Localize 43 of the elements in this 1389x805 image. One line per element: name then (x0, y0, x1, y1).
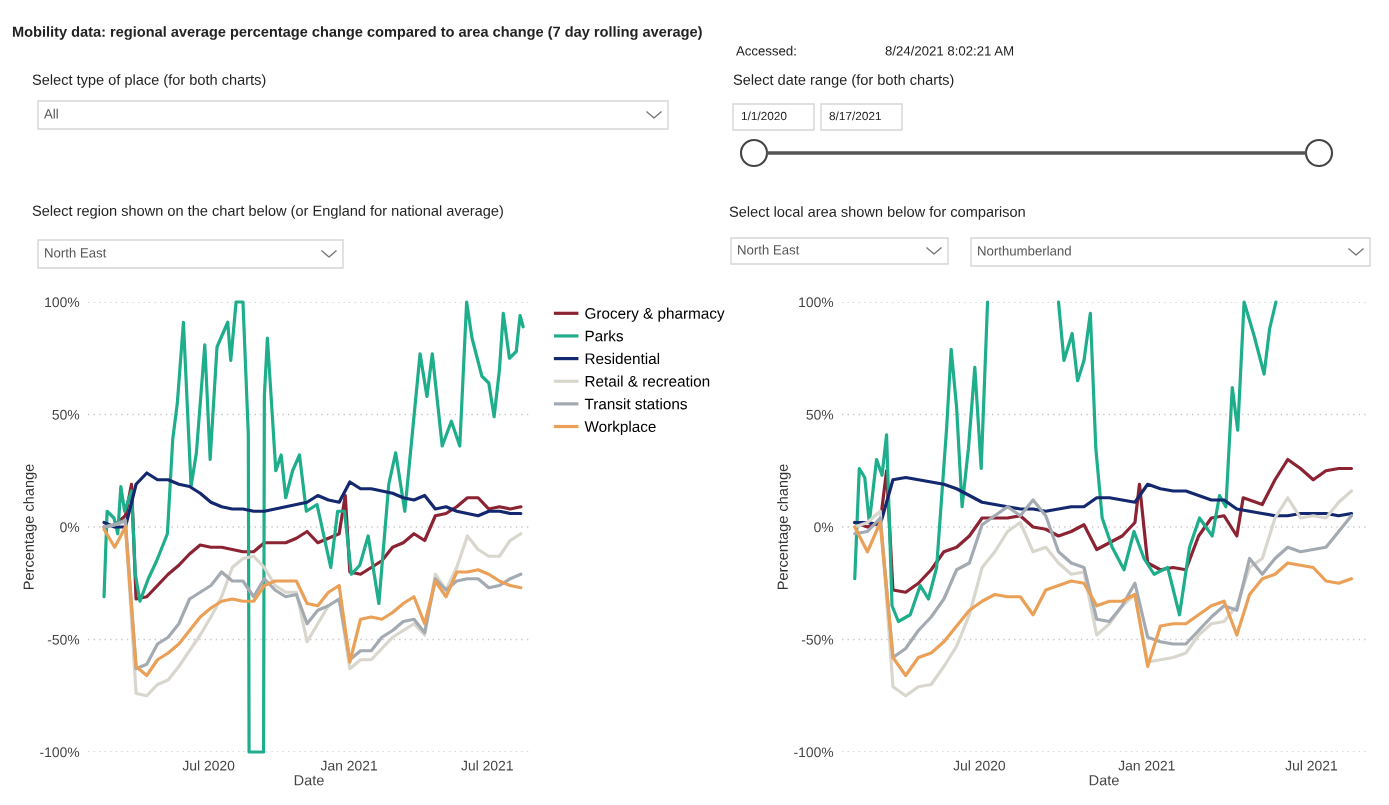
y-tick-label: -100% (794, 747, 834, 758)
text: North East (738, 244, 800, 255)
legend-label: Retail & recreation (585, 375, 710, 387)
legend-label: Residential (585, 352, 660, 365)
x-axis-title: Date (294, 775, 324, 786)
y-tick-label: 0% (814, 522, 834, 533)
legend-label: Transit stations (584, 398, 687, 410)
y-tick-label: -100% (40, 747, 80, 758)
x-tick-label: Jul 2021 (1285, 760, 1337, 771)
chart-title: Mobility data: regional average percentage change compared to area change (7 day rolling average) (12, 26, 702, 40)
text: 8/17/2021 (829, 111, 881, 121)
text: 1/1/2020 (741, 111, 787, 121)
y-axis-title: Percentage change (23, 464, 37, 590)
y-axis-title: Percentage change (777, 464, 791, 590)
line-series (853, 520, 1354, 678)
legend-label: Grocery & pharmacy (585, 307, 725, 322)
legend-label: Workplace (584, 420, 656, 436)
text: Accessed: (736, 45, 796, 56)
y-tick-label: -50% (47, 634, 80, 645)
x-tick-label: Jul 2020 (953, 760, 1006, 771)
line-series (853, 475, 1354, 527)
y-tick-label: 50% (52, 409, 80, 420)
y-tick-label: 100% (45, 297, 80, 308)
y-tick-label: 100% (799, 297, 834, 308)
x-tick-label: Jul 2021 (461, 760, 513, 771)
text: Select date range (for both charts) (733, 74, 954, 88)
legend-label: Parks (585, 330, 623, 342)
line-series (102, 300, 525, 754)
text: Select region shown on the chart below (or England for national average) (32, 205, 503, 219)
y-tick-label: 50% (806, 409, 834, 420)
text: Select local area shown below for comparison (729, 206, 1025, 220)
x-tick-label: Jan 2021 (1118, 760, 1175, 771)
x-tick-label: Jul 2020 (182, 760, 235, 771)
text: All (44, 108, 58, 119)
x-tick-label: Jan 2021 (320, 760, 377, 771)
x-axis-title: Date (1089, 775, 1119, 786)
y-tick-label: 0% (60, 522, 80, 533)
text: North East (45, 247, 107, 258)
text: Northumberland (978, 245, 1071, 256)
y-tick-label: -50% (801, 634, 834, 645)
text: Select type of place (for both charts) (32, 74, 266, 88)
text: 8/24/2021 8:02:21 AM (885, 45, 1014, 56)
line-series (102, 471, 523, 529)
